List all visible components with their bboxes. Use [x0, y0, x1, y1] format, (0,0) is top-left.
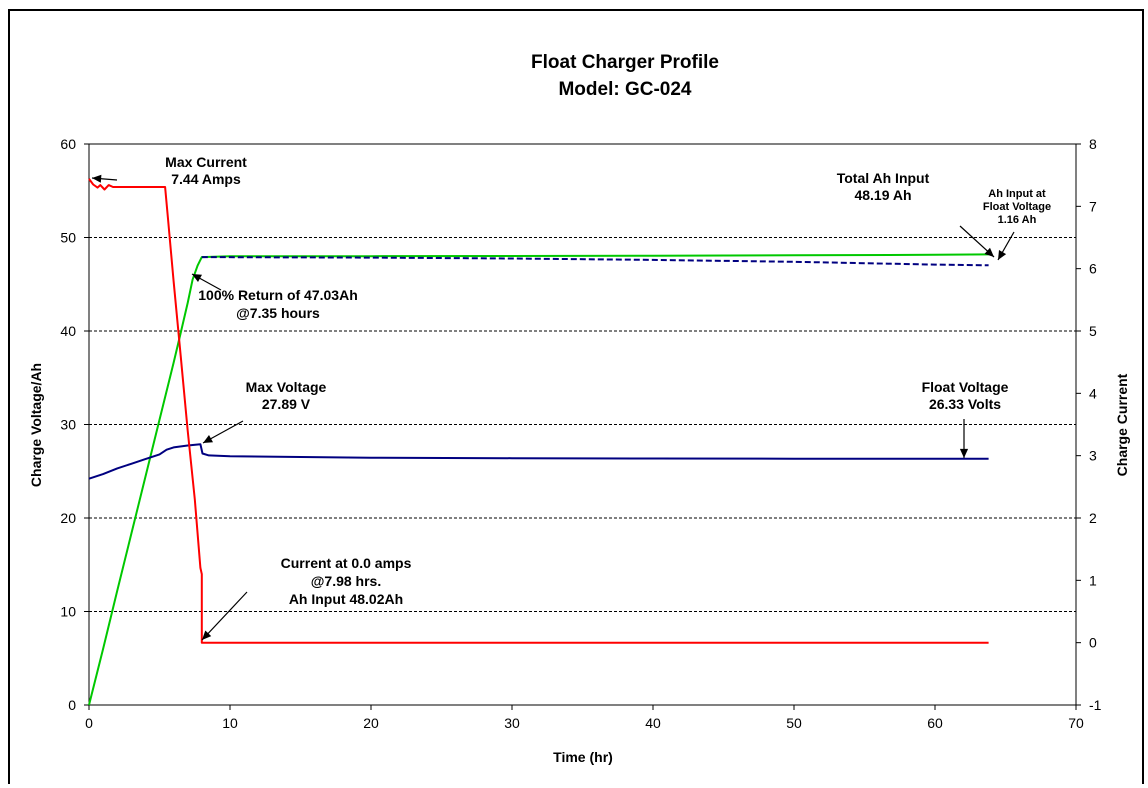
axis-ticks: 0 10 20 30 40 50 60 70 0 10 20 30 40 50 60 -1 0 1 2 3 4 5 6 7 8 — [60, 136, 1101, 731]
x-tick-label: 40 — [645, 715, 661, 731]
chart-frame — [8, 9, 1144, 784]
y-right-tick-label: 3 — [1089, 448, 1097, 464]
y-left-tick-label: 20 — [60, 510, 76, 526]
annotation-text: Current at 0.0 amps — [281, 555, 412, 571]
series-line-4 — [88, 178, 989, 644]
y-right-tick-label: 7 — [1089, 198, 1097, 214]
x-tick-label: 30 — [504, 715, 520, 731]
annotation-arrow-head — [202, 630, 212, 640]
annotation-4: 100% Return of 47.03Ah @7.35 hours — [191, 273, 358, 321]
y-right-tick-label: 5 — [1089, 323, 1097, 339]
annotation-text: @7.35 hours — [236, 305, 320, 321]
series-line-2 — [201, 256, 989, 267]
annotation-arrow-head — [192, 274, 202, 282]
y-axis-left-title: Charge Voltage/Ah — [28, 363, 44, 487]
grid — [89, 237, 1076, 612]
annotation-arrow-head — [92, 174, 102, 183]
y-left-tick-label: 40 — [60, 323, 76, 339]
y-right-tick-label: 1 — [1089, 572, 1097, 588]
annotation-arrow-head — [959, 448, 969, 458]
data-series — [88, 178, 989, 706]
x-tick-label: 70 — [1068, 715, 1084, 731]
annotation-text: 1.16 Ah — [998, 214, 1037, 226]
annotation-arrow-line — [201, 591, 248, 641]
chart-title: Float Charger Profile — [531, 52, 719, 73]
x-axis-title: Time (hr) — [553, 749, 613, 765]
y-axis-right-title: Charge Current — [1114, 373, 1130, 476]
annotation-text: Total Ah Input — [837, 170, 930, 186]
annotation-arrow-head — [998, 250, 1007, 260]
y-right-tick-label: -1 — [1089, 697, 1102, 713]
x-tick-label: 50 — [786, 715, 802, 731]
annotation-text: 100% Return of 47.03Ah — [198, 287, 358, 303]
x-tick-label: 60 — [927, 715, 943, 731]
annotation-text: @7.98 hrs. — [311, 573, 381, 589]
y-left-tick-label: 0 — [68, 697, 76, 713]
annotation-text: 27.89 V — [262, 396, 311, 412]
y-right-tick-label: 4 — [1089, 385, 1097, 401]
annotation-7: Current at 0.0 amps @7.98 hrs. Ah Input 48… — [201, 555, 412, 641]
chart-subtitle: Model: GC-024 — [558, 79, 691, 100]
annotation-text: Ah Input 48.02Ah — [289, 591, 403, 607]
series-line-1 — [88, 253, 989, 706]
annotation-text: Max Current — [165, 154, 247, 170]
y-right-tick-label: 6 — [1089, 261, 1097, 277]
annotation-text: 26.33 Volts — [929, 396, 1001, 412]
y-right-tick-label: 2 — [1089, 510, 1097, 526]
annotation-text: Max Voltage — [246, 379, 327, 395]
y-left-tick-label: 50 — [60, 230, 76, 246]
annotation-text: 7.44 Amps — [171, 171, 241, 187]
y-left-tick-label: 60 — [60, 136, 76, 152]
y-left-tick-label: 10 — [60, 604, 76, 620]
annotation-text: 48.19 Ah — [854, 187, 911, 203]
x-tick-label: 10 — [222, 715, 238, 731]
annotation-text: Float Voltage — [922, 379, 1009, 395]
series-line-3 — [88, 443, 989, 480]
y-right-tick-label: 0 — [1089, 635, 1097, 651]
y-left-tick-label: 30 — [60, 417, 76, 433]
annotation-text: Float Voltage — [983, 201, 1051, 213]
x-tick-label: 20 — [363, 715, 379, 731]
annotation-arrow-head — [984, 247, 994, 257]
y-right-tick-label: 8 — [1089, 136, 1097, 152]
annotation-arrow-head — [203, 435, 213, 443]
annotation-text: Ah Input at — [988, 188, 1046, 200]
x-tick-label: 0 — [85, 715, 93, 731]
